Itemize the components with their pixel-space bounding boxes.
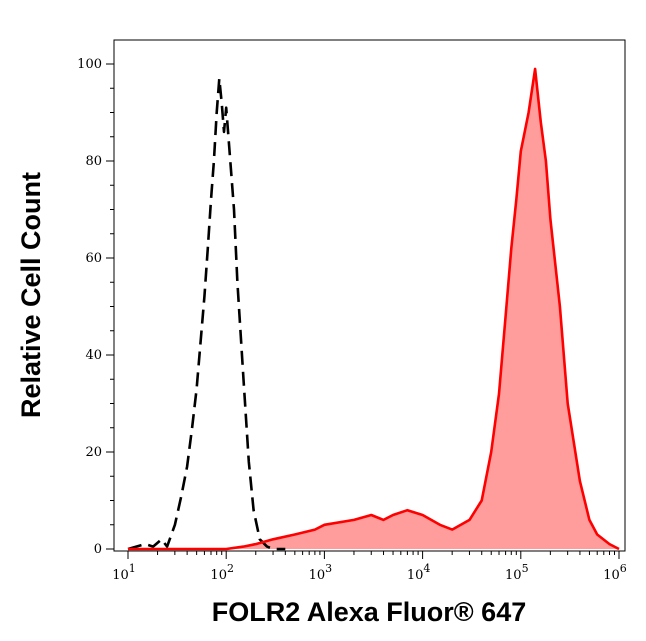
x-axis-title: FOLR2 Alexa Fluor® 647: [212, 597, 526, 627]
series-fills: [128, 68, 619, 550]
x-tick-label: 106: [603, 562, 627, 583]
y-tick-label: 0: [94, 542, 102, 557]
x-tick-label: 104: [407, 562, 431, 583]
series-lines: [127, 67, 620, 551]
y-axis-title: Relative Cell Count: [16, 172, 46, 418]
x-axis-ticks: 101 102 103 104 105 106: [112, 551, 627, 583]
y-tick-label: 40: [85, 348, 102, 363]
y-tick-label: 20: [85, 445, 102, 460]
plot-frame: [113, 39, 626, 552]
x-tick-label: 101: [112, 562, 136, 583]
y-axis-ticks: 0 20 40 60 80 100: [77, 57, 114, 557]
y-tick-label: 80: [85, 154, 102, 169]
y-tick-label: 100: [77, 57, 102, 72]
series-fill-1: [128, 68, 619, 550]
series-line-1: [128, 67, 620, 551]
x-tick-label: 105: [505, 562, 529, 583]
y-tick-label: 60: [85, 251, 102, 266]
series-line-0: [127, 77, 286, 551]
x-tick-label: 102: [210, 562, 234, 583]
x-tick-label: 103: [309, 562, 333, 583]
